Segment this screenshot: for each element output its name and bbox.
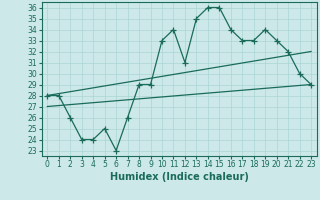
X-axis label: Humidex (Indice chaleur): Humidex (Indice chaleur) — [110, 172, 249, 182]
